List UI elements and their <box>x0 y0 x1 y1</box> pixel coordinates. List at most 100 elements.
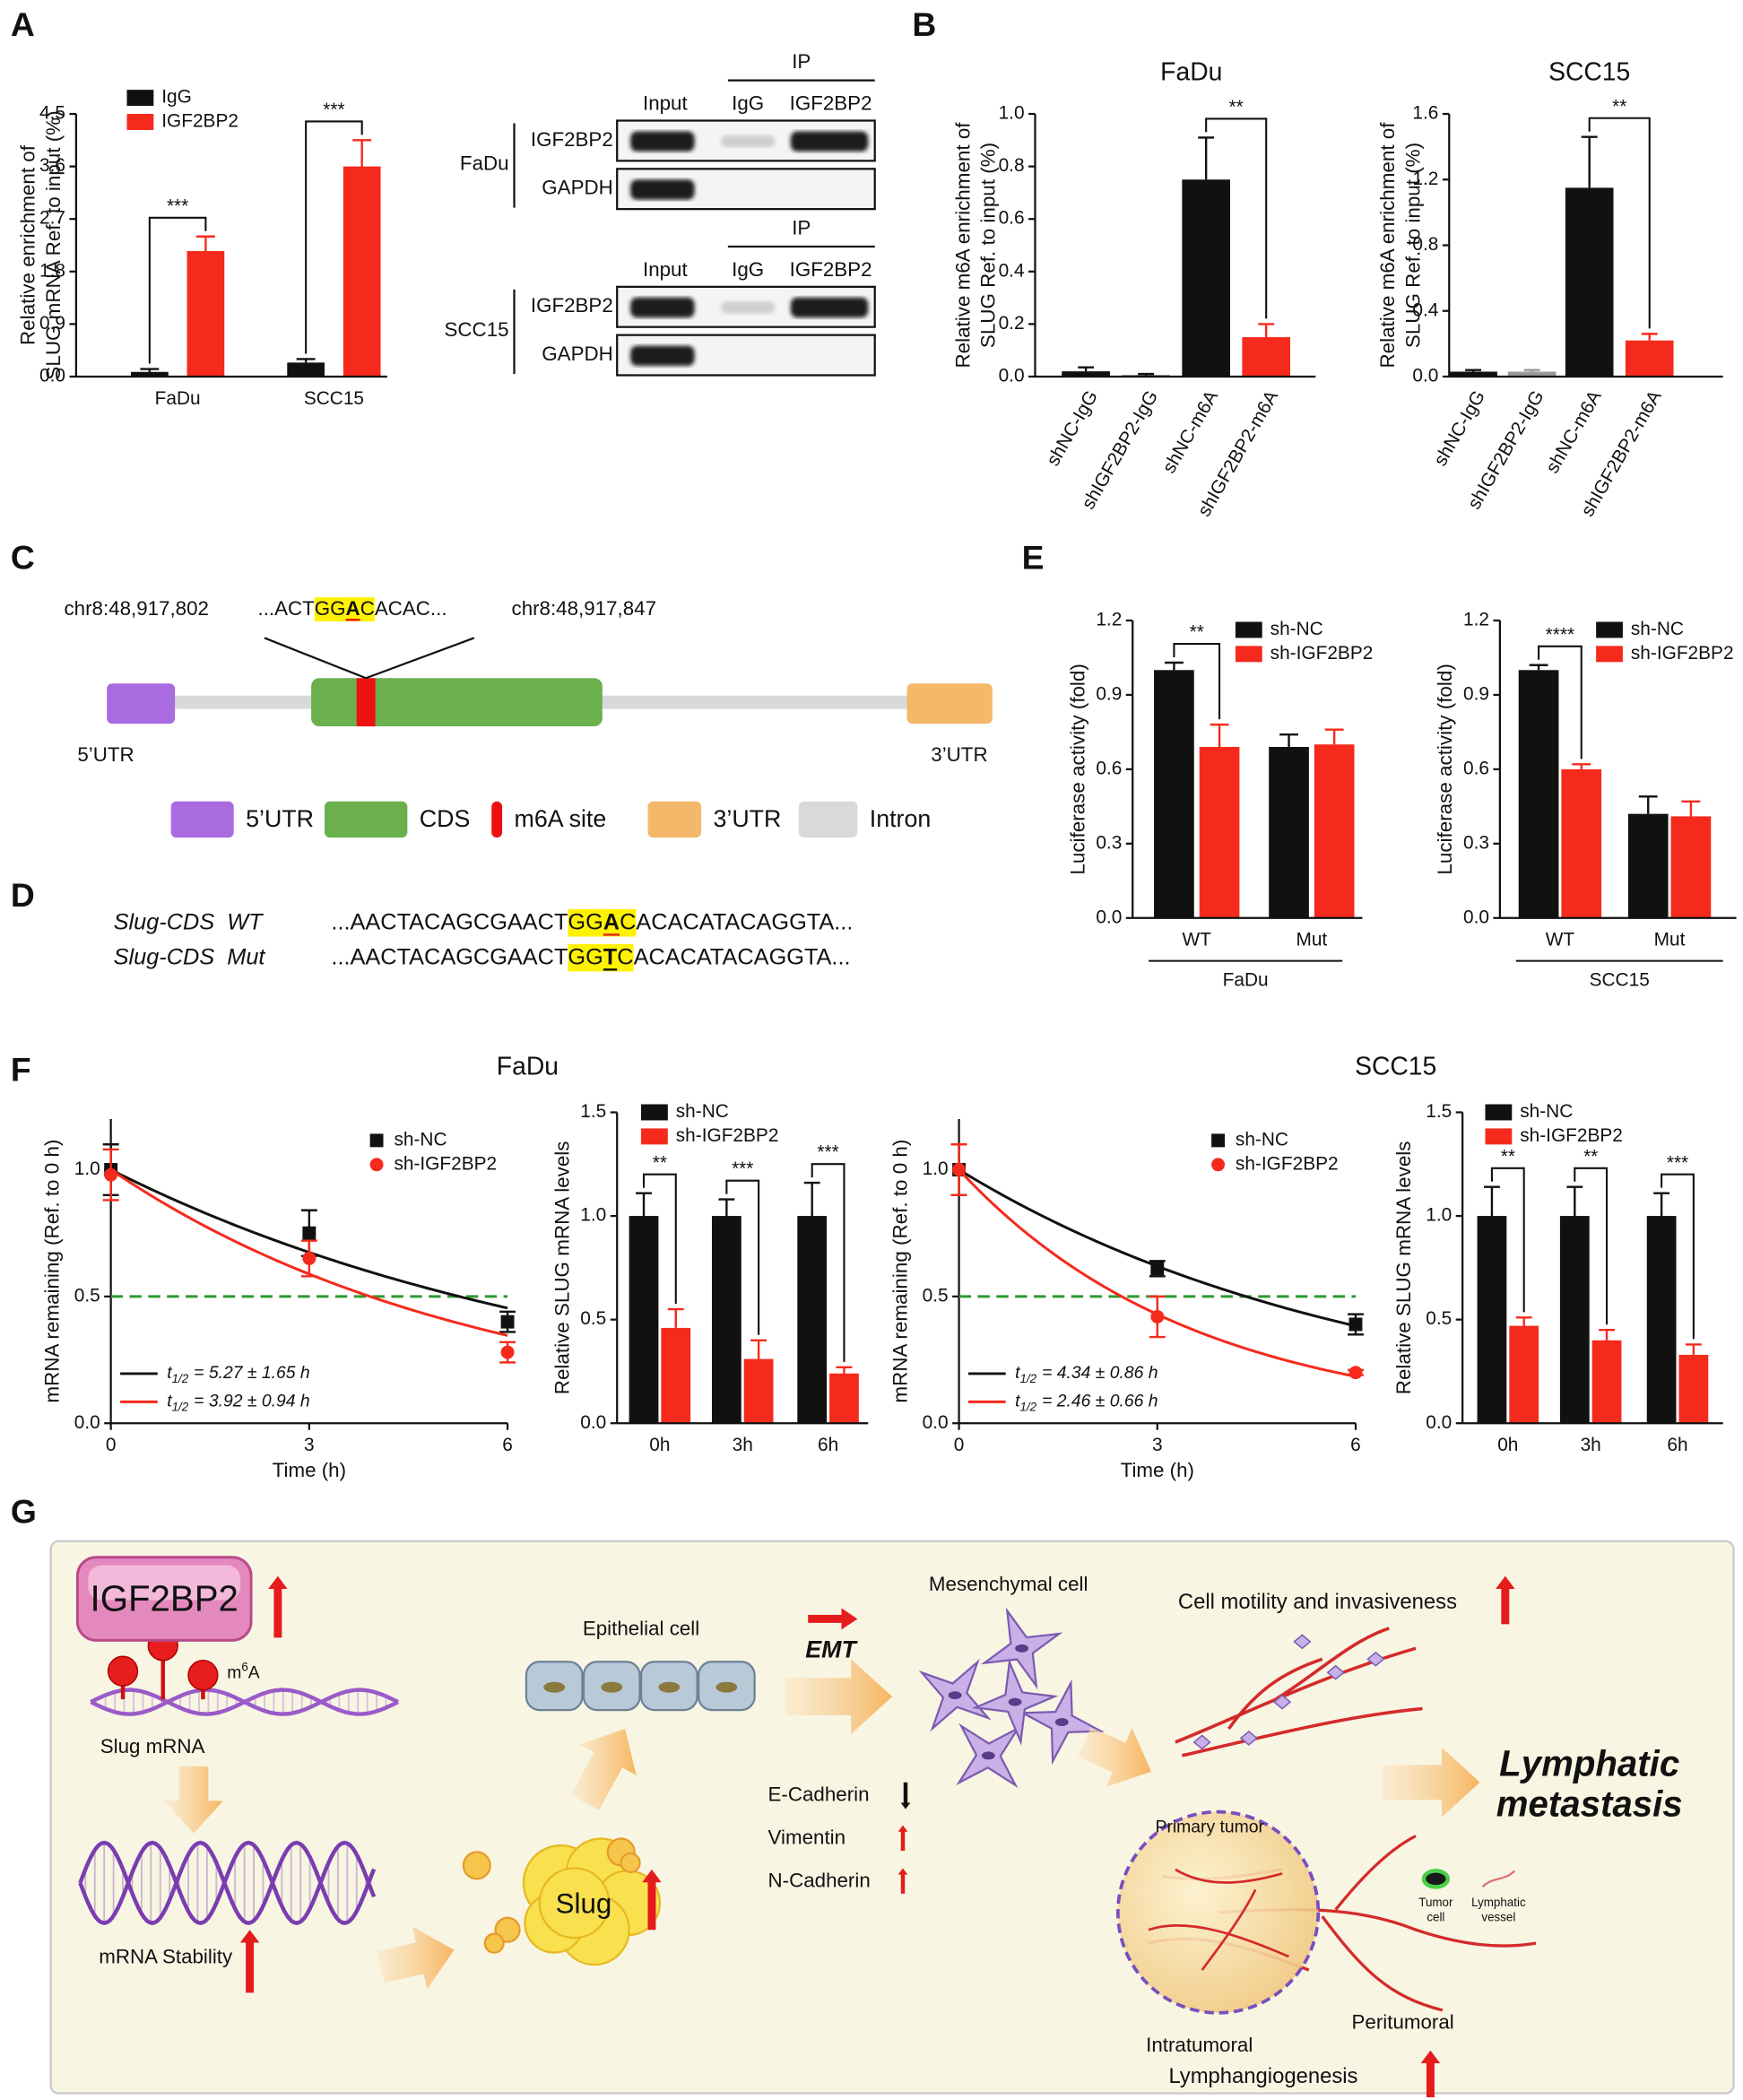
y-tick-label: 0.5 <box>74 1285 100 1306</box>
y-tick-label: 0.0 <box>1096 907 1122 927</box>
bar <box>1154 670 1194 918</box>
blot-band <box>721 301 775 314</box>
y-tick-label: 1.2 <box>1096 609 1122 629</box>
x-tick-label: 3h <box>1581 1435 1601 1455</box>
chart-title: FaDu <box>1160 58 1222 87</box>
x-tick-label: 3 <box>304 1435 315 1455</box>
legend-label: m6A site <box>515 805 607 832</box>
blot-band <box>630 345 695 367</box>
bar <box>1559 1216 1590 1424</box>
lane-label: Input <box>643 258 688 281</box>
lymph-vessel <box>1181 1706 1423 1757</box>
y-axis-label: Luciferase activity (fold) <box>1434 664 1456 874</box>
panel-label: E <box>1022 539 1045 577</box>
motif-text: GG <box>568 944 603 969</box>
emt-label: EMT <box>805 1636 858 1662</box>
data-point <box>1348 1366 1363 1380</box>
slug-fragment <box>620 1852 641 1874</box>
error-bar <box>1324 728 1344 745</box>
motif-highlight <box>568 909 603 937</box>
legend-label: CDS <box>420 805 471 832</box>
motif-highlight <box>603 943 618 972</box>
y-tick-label: 1.6 <box>1412 103 1438 124</box>
bar <box>1670 816 1712 918</box>
coordinate-label: chr8:48,917,802 <box>65 597 209 620</box>
significance-bracket <box>148 216 207 364</box>
x-tick-label: 6 <box>502 1435 513 1455</box>
peritumoral-label: Peritumoral <box>1352 2011 1454 2034</box>
bar <box>743 1358 774 1424</box>
error-bar <box>1465 369 1482 372</box>
y-tick-label: 0.9 <box>1096 683 1122 704</box>
significance-bracket <box>725 1179 760 1335</box>
m6a-rest: A <box>248 1663 260 1683</box>
y-tick-label: 0.4 <box>999 260 1025 281</box>
x-tick-label: 6h <box>818 1435 838 1455</box>
y-tick-label: 1.0 <box>74 1158 100 1179</box>
half-life-annotation: t1/2 = 4.34 ± 0.86 h <box>1015 1363 1158 1384</box>
vessel-icon <box>1481 1870 1516 1888</box>
x-tick-label: shNC-m6A <box>1158 387 1222 477</box>
bar <box>1625 340 1674 377</box>
significance-label: *** <box>167 195 188 216</box>
lymphangiogenesis-label: Lymphangiogenesis <box>1168 2064 1357 2088</box>
y-tick-label: 1.2 <box>1463 609 1489 629</box>
subscript: 1/2 <box>1020 1371 1037 1384</box>
panel-label: A <box>11 5 35 43</box>
blot-band <box>790 297 869 318</box>
x-tick-label: 3 <box>1152 1435 1163 1455</box>
m6a-site <box>356 678 376 727</box>
y-axis-label: SLUG Ref. to input (%) <box>1401 143 1424 348</box>
x-tick-label: WT <box>1183 930 1212 950</box>
significance-label: *** <box>1667 1152 1688 1173</box>
annotation-text: = 5.27 ± 1.65 h <box>194 1363 309 1383</box>
legend-label: sh-NC <box>1631 619 1684 639</box>
sequence-text: ...AACTACAGCGAACT <box>331 909 568 934</box>
change-arrow <box>898 1825 908 1852</box>
legend-swatch <box>1235 621 1262 638</box>
error-bar <box>667 1307 684 1328</box>
y-tick-label: 0.0 <box>923 1412 949 1433</box>
protein-label: IGF2BP2 <box>91 1579 238 1619</box>
ip-label: IP <box>792 216 811 239</box>
cell-nucleus <box>715 1681 738 1693</box>
motif-text: C <box>617 944 633 969</box>
schematic-frame <box>49 1540 1735 2095</box>
bar <box>130 371 169 377</box>
icon-label: Tumor <box>1418 1896 1453 1909</box>
legend-label: IgG <box>161 87 192 108</box>
y-tick-label: 0.0 <box>39 365 65 386</box>
m6a-site-base: A <box>603 909 620 934</box>
y-tick-label: 0.9 <box>1463 683 1489 704</box>
x-tick-label: 0h <box>649 1435 670 1455</box>
significance-bracket <box>1538 645 1583 759</box>
bar <box>1591 1340 1622 1424</box>
significance-label: *** <box>817 1142 838 1163</box>
blot-band <box>630 297 695 318</box>
y-tick-label: 0.3 <box>1463 832 1489 853</box>
error-bar <box>1566 1185 1583 1217</box>
bar <box>829 1373 859 1424</box>
error-bar <box>803 1181 820 1217</box>
legend-marker <box>1211 1133 1226 1148</box>
y-tick-label: 0.2 <box>999 313 1025 334</box>
legend-swatch <box>491 801 503 838</box>
flow-arrow <box>164 1766 223 1834</box>
symbol: t <box>167 1391 173 1410</box>
x-tick-label: shNC-IgG <box>1043 387 1102 470</box>
error-bar <box>1210 723 1229 748</box>
error-bar <box>140 368 160 372</box>
m6a-label: m6A <box>227 1660 260 1683</box>
x-tick-label: SCC15 <box>304 388 364 409</box>
motif-text: GG <box>315 597 346 620</box>
lymph-vessel <box>1321 1915 1444 2012</box>
lane-label: Input <box>643 91 688 114</box>
significance-bracket <box>811 1163 845 1362</box>
utr3 <box>906 683 993 725</box>
error-bar <box>1258 323 1275 338</box>
error-bar <box>352 139 372 167</box>
data-point <box>302 1226 317 1240</box>
data-point <box>500 1345 515 1359</box>
data-point <box>952 1163 967 1176</box>
